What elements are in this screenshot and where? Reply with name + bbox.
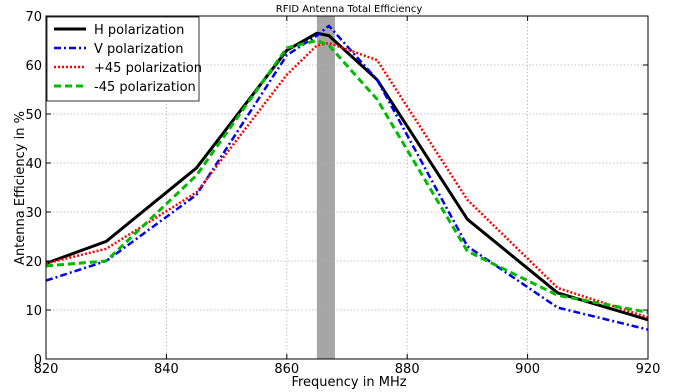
y-tick-label-2: 20 (25, 255, 42, 270)
x-tick-label-1: 840 (154, 362, 179, 377)
chart-title: RFID Antenna Total Efficiency (276, 4, 423, 15)
series-layer (45, 24, 649, 331)
highlight-band-layer (316, 16, 335, 359)
y-tick-label-4: 40 (25, 157, 42, 172)
y-tick-label-6: 60 (25, 59, 42, 74)
legend-label-1: V polarization (94, 42, 183, 57)
axes-layer (45, 15, 649, 360)
x-tick-label-2: 860 (274, 362, 299, 377)
x-tick-label-5: 920 (636, 362, 661, 377)
series-line-0 (45, 31, 649, 322)
legend-label-0: H polarization (94, 23, 184, 38)
y-tick-label-7: 70 (25, 10, 42, 25)
y-tick-label-0: 0 (34, 353, 42, 368)
y-tick-label-1: 10 (25, 304, 42, 319)
legend-box (46, 16, 200, 102)
highlight-band (316, 16, 335, 359)
x-axis-title: Frequency in MHz (291, 375, 406, 390)
legend-label-2: +45 polarization (94, 61, 202, 76)
legend: H polarization V polarization +45 polariza… (46, 16, 202, 102)
series-line-3 (45, 39, 649, 314)
x-tick-label-3: 880 (395, 362, 420, 377)
x-tick-label-0: 820 (34, 362, 59, 377)
plot-frame (45, 15, 649, 360)
y-tick-label-5: 50 (25, 108, 42, 123)
ticks-layer: 820 840 860 880 900 920 0 10 20 30 40 50 60 70 (25, 10, 660, 377)
y-tick-label-3: 30 (25, 206, 42, 221)
legend-label-3: -45 polarization (94, 80, 196, 95)
x-tick-label-4: 900 (515, 362, 540, 377)
y-axis-title: Antenna Efficiency in % (13, 111, 28, 265)
series-line-1 (45, 24, 649, 331)
